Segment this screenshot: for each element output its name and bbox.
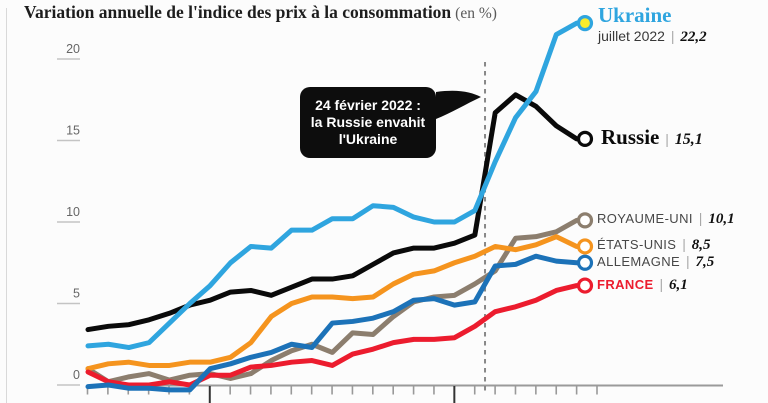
end-dot-fr [576, 277, 594, 294]
end-dot-us [576, 238, 594, 255]
annotation-line-1: 24 février 2022 : [315, 97, 421, 113]
chart-title: Variation annuelle de l'indice des prix … [24, 2, 497, 23]
end-dot-ua [576, 15, 594, 32]
chart-title-unit: (en %) [455, 5, 497, 22]
annotation-pointer [436, 90, 481, 119]
y-tick-label: 15 [66, 124, 80, 138]
y-tick-label: 10 [66, 205, 80, 219]
series-line-us [85, 234, 583, 372]
y-tick-label: 0 [73, 368, 80, 382]
annotation-line-3: l'Ukraine [338, 131, 398, 148]
series-line-ru [85, 92, 583, 333]
series-line-fr [85, 283, 583, 388]
chart-title-text: Variation annuelle de l'indice des prix … [24, 2, 452, 22]
end-dot-ru [576, 130, 594, 147]
annotation-line-2: la Russie envahit [310, 114, 426, 131]
series-line-de [85, 253, 583, 393]
series-line-ua [85, 20, 583, 351]
event-annotation: 24 février 2022 : la Russie envahit l'Uk… [300, 87, 436, 159]
y-tick-label: 5 [73, 287, 80, 301]
series-line-uk [85, 217, 583, 385]
page-left-border [6, 8, 7, 403]
y-tick-label: 20 [66, 42, 80, 56]
end-dot-uk [576, 212, 594, 229]
end-dot-de [576, 254, 594, 271]
